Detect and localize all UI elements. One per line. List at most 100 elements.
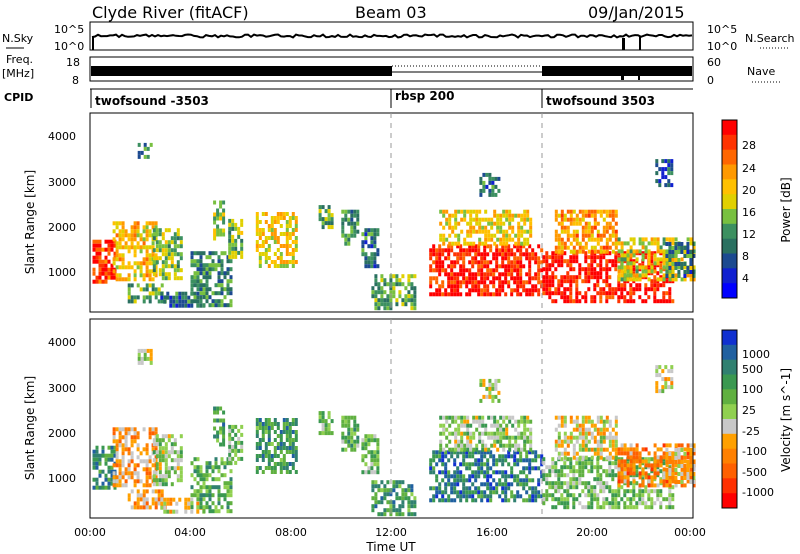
power-heatmap-cell — [318, 209, 322, 214]
power-heatmap-cell — [127, 237, 131, 242]
power-heatmap-cell — [557, 237, 561, 242]
power-heatmap-cell — [291, 252, 295, 256]
power-heatmap-cell — [460, 209, 464, 214]
velocity-heatmap-cell — [267, 438, 271, 442]
velocity-heatmap-cell — [514, 419, 518, 424]
velocity-heatmap-cell — [164, 466, 168, 471]
power-heatmap-cell — [492, 276, 496, 281]
velocity-heatmap-cell — [152, 474, 156, 479]
power-heatmap-cell — [142, 287, 146, 292]
velocity-heatmap-cell — [240, 448, 244, 453]
velocity-heatmap-cell — [569, 481, 573, 486]
velocity-heatmap-cell — [398, 508, 402, 513]
velocity-heatmap-cell — [611, 447, 615, 452]
power-heatmap-cell — [608, 213, 612, 218]
power-heatmap-cell — [133, 253, 137, 258]
velocity-heatmap-cell — [288, 462, 292, 466]
velocity-heatmap-cell — [477, 470, 481, 475]
power-heatmap-cell — [551, 271, 555, 276]
power-heatmap-cell — [173, 252, 177, 257]
velocity-heatmap-cell — [211, 509, 215, 514]
power-heatmap-cell — [220, 279, 224, 284]
velocity-heatmap-cell — [491, 386, 495, 391]
power-heatmap-cell — [474, 244, 478, 249]
velocity-heatmap-cell — [367, 434, 371, 439]
power-heatmap-cell — [596, 221, 600, 226]
power-heatmap-cell — [514, 241, 518, 246]
power-heatmap-cell — [459, 292, 463, 297]
power-heatmap-cell — [516, 260, 520, 265]
power-heatmap-cell — [504, 256, 508, 261]
power-heatmap-cell — [632, 271, 636, 276]
velocity-heatmap-cell — [347, 427, 351, 432]
velocity-heatmap-cell — [593, 435, 597, 440]
velocity-heatmap-cell — [373, 450, 377, 455]
velocity-heatmap-cell — [364, 470, 368, 475]
power-heatmap-cell — [548, 279, 552, 284]
velocity-heatmap-cell — [481, 431, 485, 436]
velocity-heatmap-cell — [596, 461, 600, 466]
velocity-heatmap-cell — [584, 455, 588, 460]
power-heatmap-cell — [560, 221, 564, 226]
power-heatmap-cell — [692, 274, 696, 278]
power-heatmap-cell — [483, 244, 487, 249]
power-heatmap-cell — [587, 233, 591, 238]
power-heatmap-cell — [641, 257, 645, 262]
power-heatmap-cell — [226, 271, 230, 276]
velocity-heatmap-cell — [668, 480, 672, 484]
power-heatmap-cell — [523, 217, 527, 222]
velocity-heatmap-cell — [656, 463, 660, 468]
velocity-heatmap-cell — [664, 381, 668, 386]
power-heatmap-cell — [413, 286, 417, 291]
power-heatmap-cell — [563, 287, 567, 292]
power-heatmap-cell — [462, 264, 466, 269]
velocity-heatmap-cell — [665, 448, 669, 452]
power-heatmap-cell — [127, 249, 131, 254]
velocity-heatmap-cell — [318, 419, 322, 424]
velocity-heatmap-cell — [525, 474, 529, 479]
velocity-heatmap-cell — [410, 504, 414, 509]
power-heatmap-cell — [501, 260, 505, 265]
velocity-heatmap-cell — [620, 451, 624, 456]
velocity-heatmap-cell — [429, 498, 433, 503]
power-heatmap-cell — [534, 288, 538, 293]
power-heatmap-cell — [454, 241, 458, 246]
power-heatmap-cell — [471, 280, 475, 285]
power-heatmap-cell — [480, 268, 484, 273]
velocity-heatmap-cell — [523, 439, 527, 444]
power-heatmap-cell — [104, 247, 108, 252]
power-heatmap-cell — [504, 280, 508, 285]
power-heatmap-cell — [492, 268, 496, 273]
velocity-heatmap-cell — [490, 443, 494, 448]
power-heatmap-cell — [107, 271, 111, 276]
power-heatmap-cell — [608, 287, 612, 292]
velocity-heatmap-cell — [364, 446, 368, 451]
velocity-heatmap-cell — [659, 505, 663, 510]
velocity-heatmap-cell — [662, 483, 666, 488]
power-heatmap-cell — [689, 258, 693, 262]
velocity-heatmap-cell — [548, 473, 552, 478]
xtick-16h: 16:00 — [476, 526, 508, 539]
power-heatmap-cell — [479, 188, 483, 193]
velocity-heatmap-cell — [383, 488, 387, 493]
power-heatmap-cell — [623, 295, 627, 300]
power-heatmap-cell — [376, 248, 380, 253]
velocity-heatmap-cell — [569, 439, 573, 444]
power-heatmap-cell — [258, 232, 262, 236]
velocity-heatmap-cell — [563, 465, 567, 470]
power-heatmap-cell — [692, 277, 696, 282]
power-heatmap-cell — [644, 291, 648, 296]
velocity-heatmap-cell — [560, 465, 564, 470]
velocity-heatmap-cell — [599, 451, 603, 456]
power-heatmap-cell — [178, 295, 182, 300]
power-heatmap-cell — [590, 255, 594, 260]
velocity-heatmap-cell — [523, 431, 527, 436]
velocity-heatmap-cell — [219, 426, 223, 431]
power-heatmap-cell — [554, 213, 558, 218]
power-heatmap-cell — [344, 237, 348, 242]
velocity-heatmap-cell — [92, 449, 96, 454]
power-heatmap-cell — [435, 292, 439, 297]
power-heatmap-cell — [581, 213, 585, 218]
velocity-heatmap-cell — [255, 426, 259, 430]
power-heatmap-cell — [629, 249, 633, 254]
